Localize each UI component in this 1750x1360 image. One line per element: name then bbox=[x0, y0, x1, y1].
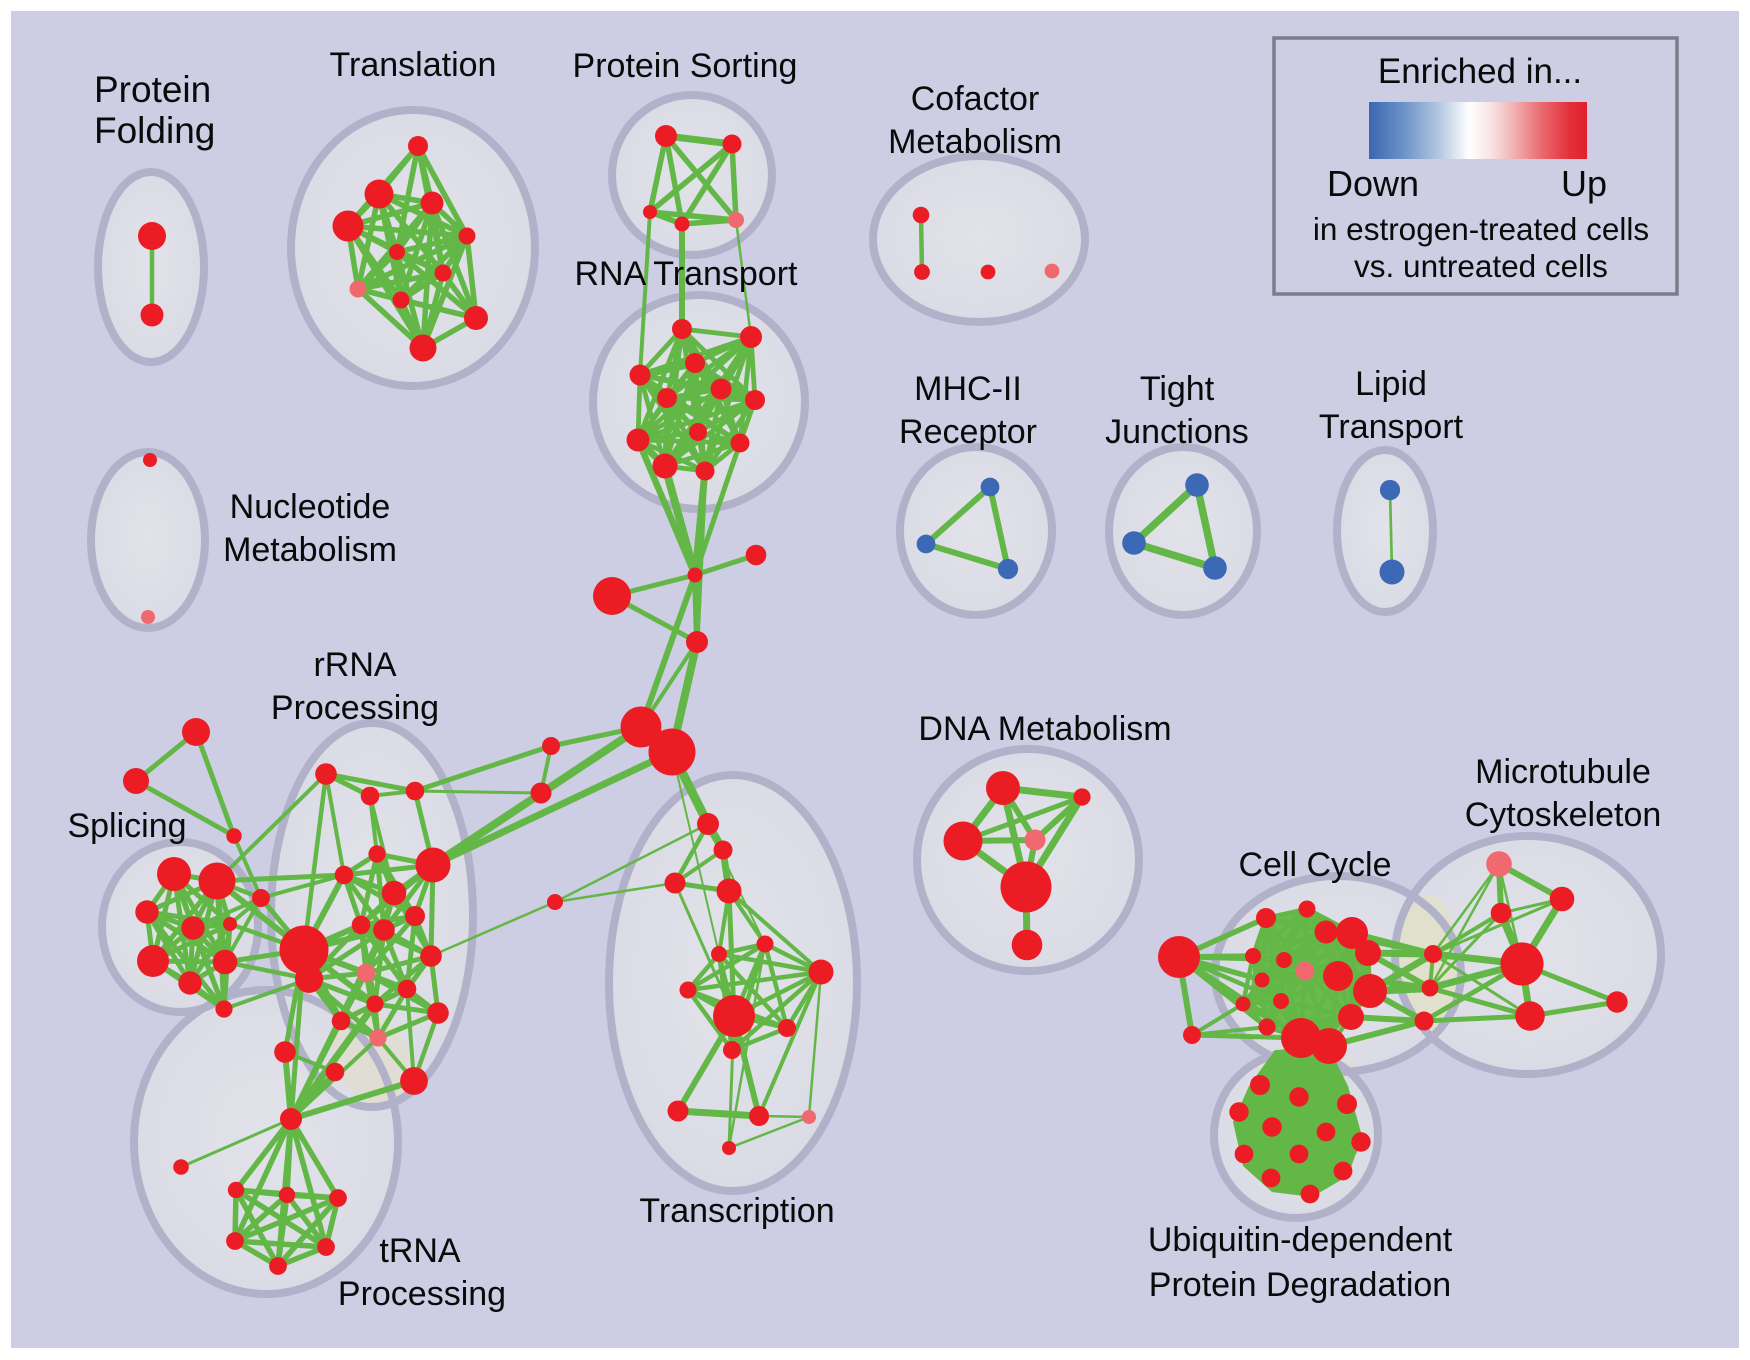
svg-text:Transport: Transport bbox=[1319, 408, 1464, 446]
svg-text:Cytoskeleton: Cytoskeleton bbox=[1465, 796, 1662, 834]
svg-text:Metabolism: Metabolism bbox=[888, 123, 1062, 161]
svg-text:Protein Degradation: Protein Degradation bbox=[1149, 1266, 1451, 1304]
svg-text:MHC-II: MHC-II bbox=[914, 370, 1022, 408]
svg-text:Metabolism: Metabolism bbox=[223, 531, 397, 569]
svg-text:Junctions: Junctions bbox=[1105, 413, 1249, 451]
svg-text:rRNA: rRNA bbox=[313, 646, 396, 684]
svg-text:Up: Up bbox=[1561, 163, 1607, 204]
svg-text:Microtubule: Microtubule bbox=[1475, 753, 1651, 791]
svg-text:Cell Cycle: Cell Cycle bbox=[1238, 846, 1391, 884]
svg-text:Translation: Translation bbox=[330, 46, 497, 84]
svg-text:in estrogen-treated cells: in estrogen-treated cells bbox=[1313, 211, 1649, 247]
svg-text:Folding: Folding bbox=[94, 110, 215, 151]
svg-text:Processing: Processing bbox=[271, 689, 439, 727]
svg-text:DNA Metabolism: DNA Metabolism bbox=[918, 710, 1171, 748]
svg-text:Nucleotide: Nucleotide bbox=[230, 488, 391, 526]
svg-text:Transcription: Transcription bbox=[639, 1192, 834, 1230]
svg-text:Processing: Processing bbox=[338, 1275, 506, 1313]
svg-text:Cofactor: Cofactor bbox=[911, 80, 1040, 118]
svg-text:vs. untreated cells: vs. untreated cells bbox=[1354, 248, 1608, 284]
svg-text:Protein Sorting: Protein Sorting bbox=[573, 47, 798, 85]
svg-text:Protein: Protein bbox=[94, 69, 211, 110]
svg-text:Tight: Tight bbox=[1140, 370, 1215, 408]
svg-text:Down: Down bbox=[1327, 163, 1419, 204]
svg-text:tRNA: tRNA bbox=[379, 1232, 461, 1270]
svg-text:Ubiquitin-dependent: Ubiquitin-dependent bbox=[1148, 1221, 1453, 1259]
svg-text:Receptor: Receptor bbox=[899, 413, 1037, 451]
svg-text:Lipid: Lipid bbox=[1355, 365, 1427, 403]
svg-text:RNA Transport: RNA Transport bbox=[575, 255, 799, 293]
svg-text:Splicing: Splicing bbox=[67, 807, 186, 845]
svg-text:Enriched in...: Enriched in... bbox=[1378, 52, 1582, 91]
